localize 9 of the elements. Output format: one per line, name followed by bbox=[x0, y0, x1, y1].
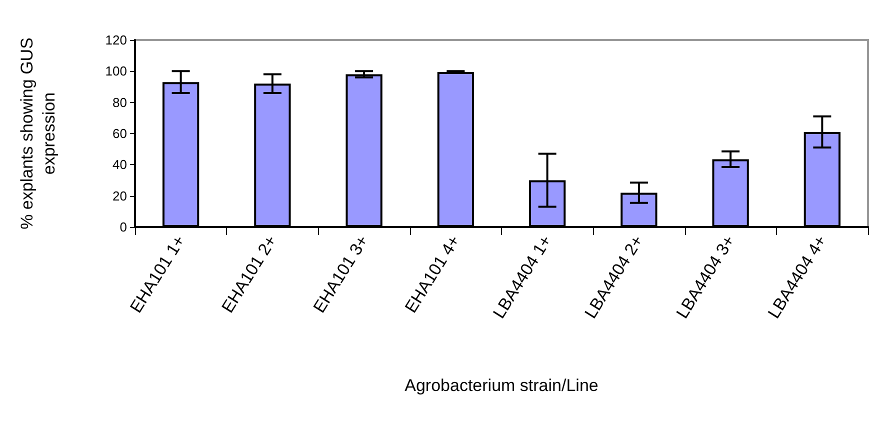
x-axis-title: Agrobacterium strain/Line bbox=[404, 376, 598, 395]
y-tick-label: 20 bbox=[112, 188, 127, 204]
y-tick-label: 40 bbox=[112, 157, 127, 172]
y-tick-label: 0 bbox=[120, 220, 127, 234]
y-tick-label: 100 bbox=[105, 64, 127, 79]
y-tick-label: 120 bbox=[105, 32, 127, 48]
y-axis-title: % explants showing GUS expression bbox=[18, 38, 58, 230]
y-tick-label: 60 bbox=[112, 126, 127, 141]
y-tick-label: 80 bbox=[112, 94, 127, 110]
